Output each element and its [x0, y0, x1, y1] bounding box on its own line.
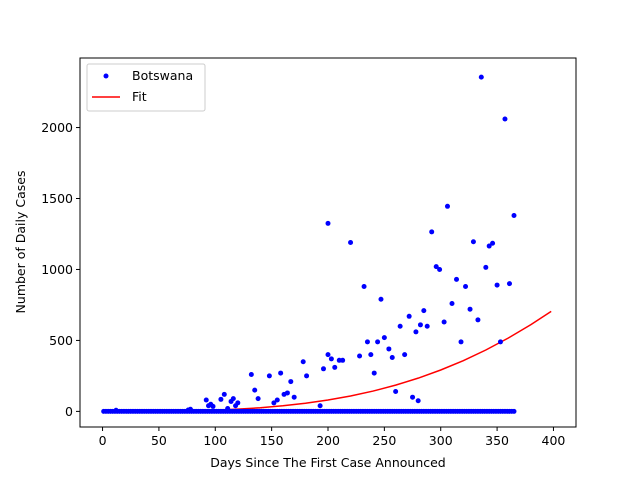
data-point: [478, 74, 484, 80]
data-point: [325, 352, 331, 358]
x-tick-label: 50: [151, 433, 167, 448]
data-point: [397, 323, 403, 329]
data-point: [278, 370, 284, 376]
data-point: [502, 116, 508, 122]
data-point: [304, 373, 310, 379]
data-point: [467, 306, 473, 312]
data-point: [248, 371, 254, 377]
data-point: [458, 339, 464, 345]
series-layer: [101, 74, 552, 414]
data-point: [463, 284, 469, 289]
data-point: [271, 400, 277, 406]
data-point: [255, 396, 261, 402]
data-point: [187, 406, 193, 412]
x-tick-label: 200: [316, 433, 340, 448]
data-point: [454, 276, 460, 282]
data-point: [441, 319, 447, 325]
data-point: [490, 240, 496, 246]
data-point: [437, 266, 443, 272]
data-point: [371, 370, 377, 376]
data-point: [252, 387, 258, 393]
y-axis-title: Number of Daily Cases: [13, 171, 28, 314]
legend-frame: [86, 63, 206, 112]
y-axis: 0 500 1000 1500 2000: [41, 120, 80, 419]
data-point: [415, 398, 421, 404]
data-point: [364, 339, 370, 345]
data-point: [410, 394, 416, 400]
data-point: [320, 366, 326, 372]
legend-label-fit: Fit: [132, 89, 147, 104]
data-point: [225, 406, 231, 412]
data-point: [413, 329, 419, 335]
data-point: [357, 353, 363, 359]
data-point: [300, 359, 306, 365]
data-point: [284, 390, 290, 396]
data-point: [332, 364, 338, 370]
data-point: [325, 220, 331, 226]
plot-area: [101, 74, 552, 414]
data-point: [221, 391, 227, 397]
y-tick-label: 0: [65, 404, 73, 419]
data-point: [433, 264, 439, 270]
y-tick-label: 500: [49, 333, 73, 348]
data-point: [381, 335, 387, 341]
data-point: [361, 284, 367, 289]
data-point: [486, 243, 492, 249]
data-point: [235, 400, 241, 406]
data-point: [497, 339, 503, 345]
data-point: [218, 396, 224, 402]
data-point: [328, 356, 334, 362]
x-tick-label: 350: [485, 433, 509, 448]
data-point: [340, 357, 346, 363]
data-point: [113, 407, 119, 413]
data-point: [444, 203, 450, 209]
data-point: [348, 240, 354, 245]
y-tick-label: 1000: [41, 262, 73, 277]
legend-marker-botswana: [103, 73, 109, 79]
data-point: [424, 323, 430, 329]
data-point: [511, 408, 517, 414]
data-point: [402, 352, 408, 358]
data-point: [375, 339, 381, 345]
y-tick-label: 1500: [41, 191, 73, 206]
data-point: [511, 213, 517, 219]
data-point: [288, 379, 294, 385]
data-point: [291, 394, 297, 400]
data-point: [429, 229, 435, 235]
y-tick-label: 2000: [41, 120, 73, 135]
x-tick-label: 400: [542, 433, 566, 448]
data-point: [368, 352, 374, 358]
x-tick-label: 300: [429, 433, 453, 448]
x-axis-title: Days Since The First Case Announced: [210, 455, 446, 470]
data-point: [470, 239, 476, 245]
data-point: [421, 308, 427, 314]
data-point: [203, 397, 209, 403]
data-point: [417, 322, 423, 328]
data-point: [210, 403, 216, 409]
data-point: [389, 354, 395, 360]
data-point: [274, 397, 280, 403]
data-point: [494, 282, 500, 288]
x-tick-label: 250: [372, 433, 396, 448]
data-point: [483, 264, 489, 270]
x-axis: 0 50 100 150 200 250 300 350 400: [99, 427, 566, 448]
data-point: [378, 296, 384, 302]
x-tick-label: 100: [203, 433, 227, 448]
data-point: [406, 313, 412, 319]
data-point: [449, 301, 455, 307]
data-point: [393, 389, 399, 395]
data-point: [266, 373, 272, 379]
data-point: [317, 403, 323, 409]
x-tick-label: 0: [99, 433, 107, 448]
data-point: [475, 317, 481, 323]
legend: Botswana Fit: [86, 63, 206, 112]
data-point: [230, 396, 236, 402]
data-point: [386, 346, 392, 352]
legend-label-botswana: Botswana: [132, 68, 193, 83]
x-tick-label: 150: [260, 433, 284, 448]
data-point: [506, 281, 512, 287]
